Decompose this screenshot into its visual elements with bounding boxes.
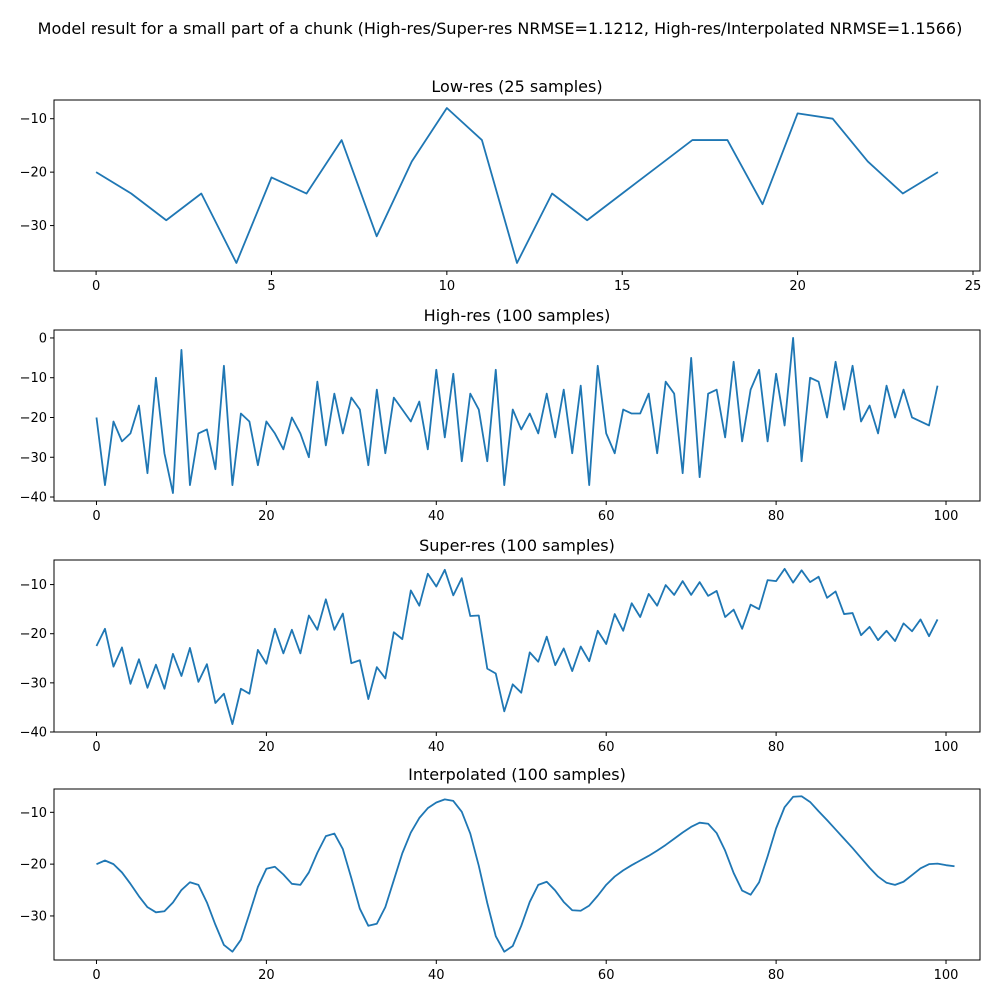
x-tick-label: 0 xyxy=(92,968,100,983)
y-tick-label: −30 xyxy=(20,219,47,234)
series-line xyxy=(95,337,939,494)
subplot-title: High-res (100 samples) xyxy=(424,306,611,325)
y-tick-label: −20 xyxy=(20,627,47,642)
y-tick-label: −10 xyxy=(20,112,47,127)
series-line xyxy=(95,107,939,264)
x-tick-label: 60 xyxy=(598,968,615,983)
x-tick-label: 25 xyxy=(965,279,982,294)
x-tick-label: 0 xyxy=(92,509,100,524)
axes-frame xyxy=(53,559,981,733)
x-tick-label: 20 xyxy=(258,968,275,983)
x-tick-label: 10 xyxy=(439,279,456,294)
y-tick-label: −40 xyxy=(20,491,47,506)
y-tick-label: −20 xyxy=(20,858,47,873)
x-tick-label: 5 xyxy=(267,279,275,294)
y-tick-label: 0 xyxy=(39,331,47,346)
x-tick-label: 60 xyxy=(598,509,615,524)
x-tick-label: 60 xyxy=(598,740,615,755)
y-tick-label: −30 xyxy=(20,909,47,924)
figure-title: Model result for a small part of a chunk… xyxy=(38,19,963,38)
series-line xyxy=(96,795,955,953)
x-tick-label: 0 xyxy=(92,279,100,294)
axes-frame xyxy=(53,99,981,272)
y-tick-label: −30 xyxy=(20,676,47,691)
subplot-title: Super-res (100 samples) xyxy=(419,536,615,555)
subplot-low-res: Low-res (25 samples) 0 5 10 15 20 25 −10 −20 −30 xyxy=(20,77,982,294)
x-tick-label: 80 xyxy=(768,740,785,755)
series-line xyxy=(95,567,939,726)
subplot-high-res: High-res (100 samples) 0 20 40 60 80 100 0 −10 −… xyxy=(20,306,981,524)
axes-frame xyxy=(53,788,981,961)
subplot-title: Interpolated (100 samples) xyxy=(408,765,626,784)
x-tick-label: 0 xyxy=(92,740,100,755)
y-tick-label: −10 xyxy=(20,578,47,593)
x-tick-label: 100 xyxy=(934,509,959,524)
x-tick-label: 40 xyxy=(428,740,445,755)
x-tick-label: 20 xyxy=(258,740,275,755)
x-tick-label: 100 xyxy=(934,740,959,755)
x-tick-label: 100 xyxy=(934,968,959,983)
y-tick-label: −30 xyxy=(20,451,47,466)
y-tick-label: −20 xyxy=(20,166,47,181)
x-tick-label: 40 xyxy=(428,968,445,983)
x-tick-label: 40 xyxy=(428,509,445,524)
x-tick-label: 80 xyxy=(768,968,785,983)
subplot-super-res: Super-res (100 samples) 0 20 40 60 80 100 −10 −… xyxy=(20,536,981,755)
x-tick-label: 80 xyxy=(768,509,785,524)
subplot-interpolated: Interpolated (100 samples) 0 20 40 60 80 100 −… xyxy=(20,765,981,983)
y-tick-label: −20 xyxy=(20,411,47,426)
axes-frame xyxy=(53,329,981,502)
x-tick-label: 15 xyxy=(614,279,631,294)
y-tick-label: −40 xyxy=(20,726,47,741)
subplot-title: Low-res (25 samples) xyxy=(431,77,602,96)
y-tick-label: −10 xyxy=(20,371,47,386)
x-tick-label: 20 xyxy=(258,509,275,524)
x-tick-label: 20 xyxy=(789,279,806,294)
y-tick-label: −10 xyxy=(20,806,47,821)
